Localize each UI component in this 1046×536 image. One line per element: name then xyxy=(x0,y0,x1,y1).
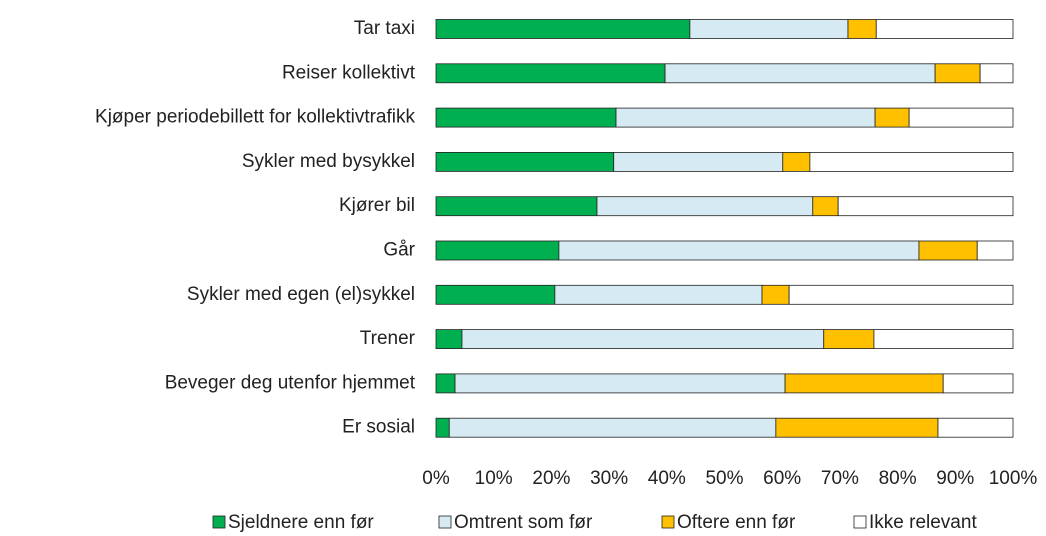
category-label: Sykler med bysykkel xyxy=(242,151,415,172)
bar-segment xyxy=(613,151,784,172)
category-label: Kjøper periodebillett for kollektivtrafi… xyxy=(95,107,415,128)
bar-segment xyxy=(788,284,1014,305)
bar-segment xyxy=(761,284,790,305)
legend-swatch xyxy=(661,515,675,529)
x-tick-label: 30% xyxy=(590,468,628,489)
bar-segment xyxy=(918,240,978,261)
bar-segment xyxy=(461,329,825,350)
bar-segment xyxy=(837,196,1014,217)
legend-label: Oftere enn før xyxy=(677,512,796,533)
bar-segment xyxy=(554,284,763,305)
category-label: Beveger deg utenfor hjemmet xyxy=(165,372,416,393)
category-label: Tar taxi xyxy=(354,18,415,39)
bar-segment xyxy=(823,329,875,350)
category-label: Trener xyxy=(360,328,416,349)
x-tick-label: 70% xyxy=(821,468,859,489)
bar-segment xyxy=(937,417,1014,438)
bar-segment xyxy=(809,151,1014,172)
bar-segment xyxy=(435,373,456,394)
bar-segment xyxy=(664,63,936,84)
bar-segment xyxy=(874,107,910,128)
bar-segment xyxy=(558,240,920,261)
x-tick-label: 20% xyxy=(532,468,570,489)
category-label: Sykler med egen (el)sykkel xyxy=(187,284,415,305)
bar-segment xyxy=(689,19,849,39)
bar-segment xyxy=(454,373,786,394)
bar-segment xyxy=(873,329,1014,350)
x-tick-label: 40% xyxy=(648,468,686,489)
bar-segment xyxy=(435,196,598,217)
legend-swatch xyxy=(853,515,867,529)
x-tick-label: 10% xyxy=(475,468,513,489)
bar-segment xyxy=(812,196,839,217)
legend-swatch xyxy=(438,515,452,529)
bar-segment xyxy=(908,107,1014,128)
x-tick-label: 50% xyxy=(705,468,743,489)
bar-segment xyxy=(435,151,615,172)
x-tick-label: 60% xyxy=(763,468,801,489)
category-label: Kjører bil xyxy=(339,195,415,216)
x-tick-label: 90% xyxy=(936,468,974,489)
bar-segment xyxy=(448,417,777,438)
bar-segment xyxy=(934,63,981,84)
bar-segment xyxy=(976,240,1014,261)
legend-label: Sjeldnere enn før xyxy=(228,512,374,533)
x-tick-label: 80% xyxy=(879,468,917,489)
category-label: Er sosial xyxy=(342,417,415,438)
bar-segment xyxy=(782,151,811,172)
bar-segment xyxy=(784,373,944,394)
bar-segment xyxy=(979,63,1014,84)
bar-segment xyxy=(775,417,939,438)
legend-label: Ikke relevant xyxy=(869,512,977,533)
bar-segment xyxy=(435,329,463,350)
bar-segment xyxy=(435,284,556,305)
category-label: Går xyxy=(383,240,415,261)
bar-segment xyxy=(942,373,1014,394)
bar-segment xyxy=(435,240,560,261)
bar-segment xyxy=(596,196,814,217)
bar-segment xyxy=(847,19,877,39)
bar-segment xyxy=(435,19,691,39)
bar-segment xyxy=(435,417,450,438)
bar-segment xyxy=(435,107,617,128)
x-tick-label: 100% xyxy=(989,468,1038,489)
legend-label: Omtrent som før xyxy=(454,512,593,533)
bar-segment xyxy=(615,107,876,128)
bar-segment xyxy=(435,63,666,84)
bar-segment xyxy=(875,19,1014,39)
legend-swatch xyxy=(212,515,226,529)
category-label: Reiser kollektivt xyxy=(282,62,416,83)
x-tick-label: 0% xyxy=(422,468,450,489)
